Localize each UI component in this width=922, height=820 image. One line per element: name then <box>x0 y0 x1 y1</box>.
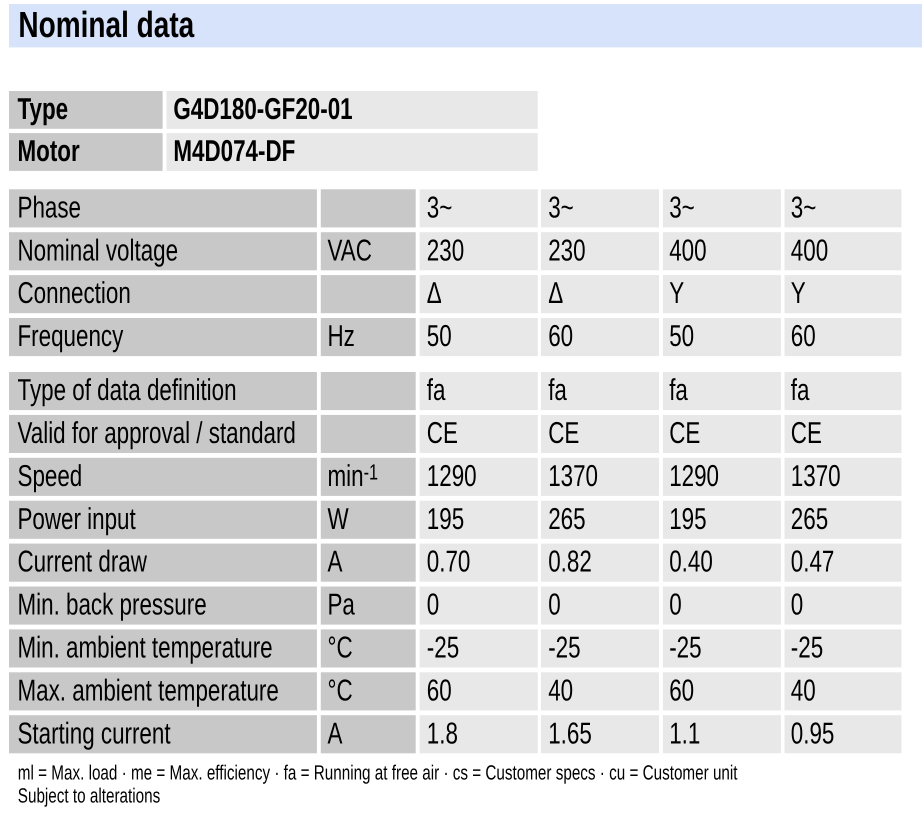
svg-text:G4D180-GF20-01: G4D180-GF20-01 <box>173 92 352 126</box>
svg-text:Nominal data: Nominal data <box>18 5 194 45</box>
svg-text:1.8: 1.8 <box>427 716 458 750</box>
svg-text:CE: CE <box>548 416 579 450</box>
svg-text:Frequency: Frequency <box>18 319 125 353</box>
svg-text:-25: -25 <box>791 631 823 665</box>
svg-text:A: A <box>328 545 343 579</box>
svg-text:230: 230 <box>548 233 585 267</box>
svg-text:0: 0 <box>548 588 560 622</box>
svg-text:1290: 1290 <box>669 459 719 493</box>
svg-text:3~: 3~ <box>427 190 453 224</box>
svg-text:Power input: Power input <box>18 502 137 536</box>
svg-text:0: 0 <box>669 588 681 622</box>
svg-text:CE: CE <box>791 416 822 450</box>
svg-text:CE: CE <box>669 416 700 450</box>
svg-text:A: A <box>328 716 343 750</box>
svg-text:Pa: Pa <box>328 588 356 622</box>
svg-text:0.40: 0.40 <box>669 545 713 579</box>
svg-text:fa: fa <box>791 373 810 407</box>
svg-text:1370: 1370 <box>791 459 841 493</box>
svg-text:1.1: 1.1 <box>669 716 700 750</box>
svg-text:Starting current: Starting current <box>18 716 172 750</box>
svg-text:Y: Y <box>669 276 684 310</box>
svg-text:CE: CE <box>427 416 458 450</box>
svg-text:Type: Type <box>18 92 69 126</box>
svg-text:Hz: Hz <box>328 319 355 353</box>
svg-text:Δ: Δ <box>548 276 563 310</box>
svg-text:3~: 3~ <box>791 190 817 224</box>
svg-text:60: 60 <box>791 319 816 353</box>
svg-text:0.47: 0.47 <box>791 545 835 579</box>
svg-text:Valid for approval / standard: Valid for approval / standard <box>18 416 296 450</box>
svg-text:Max. ambient temperature: Max. ambient temperature <box>18 673 279 707</box>
svg-text:fa: fa <box>427 373 446 407</box>
svg-text:0: 0 <box>791 588 803 622</box>
svg-text:60: 60 <box>548 319 573 353</box>
svg-text:Phase: Phase <box>18 190 82 224</box>
svg-text:fa: fa <box>548 373 567 407</box>
svg-text:Min. ambient temperature: Min. ambient temperature <box>18 631 273 665</box>
svg-text:°C: °C <box>328 631 353 665</box>
svg-text:40: 40 <box>548 673 573 707</box>
svg-text:0.70: 0.70 <box>427 545 471 579</box>
svg-text:195: 195 <box>669 502 706 536</box>
svg-text:M4D074-DF: M4D074-DF <box>173 134 295 168</box>
svg-text:1290: 1290 <box>427 459 477 493</box>
svg-text:40: 40 <box>791 673 816 707</box>
svg-text:195: 195 <box>427 502 464 536</box>
svg-text:1.65: 1.65 <box>548 716 592 750</box>
svg-text:Y: Y <box>791 276 806 310</box>
svg-text:-25: -25 <box>669 631 701 665</box>
svg-text:3~: 3~ <box>548 190 574 224</box>
svg-text:265: 265 <box>548 502 585 536</box>
svg-text:3~: 3~ <box>669 190 695 224</box>
svg-text:Nominal voltage: Nominal voltage <box>18 233 179 267</box>
svg-text:1370: 1370 <box>548 459 598 493</box>
svg-text:Connection: Connection <box>18 276 131 310</box>
svg-text:50: 50 <box>669 319 694 353</box>
svg-text:Speed: Speed <box>18 459 83 493</box>
svg-text:Motor: Motor <box>18 134 80 168</box>
svg-text:265: 265 <box>791 502 828 536</box>
svg-text:Current draw: Current draw <box>18 545 148 579</box>
svg-text:Subject to alterations: Subject to alterations <box>18 785 161 808</box>
svg-text:50: 50 <box>427 319 452 353</box>
svg-text:Δ: Δ <box>427 276 442 310</box>
svg-text:0.95: 0.95 <box>791 716 835 750</box>
svg-text:Min. back pressure: Min. back pressure <box>18 588 207 622</box>
svg-text:60: 60 <box>669 673 694 707</box>
svg-text:ml = Max. load · me = Max. eff: ml = Max. load · me = Max. efficiency · … <box>18 762 738 785</box>
svg-text:60: 60 <box>427 673 452 707</box>
svg-text:0: 0 <box>427 588 439 622</box>
svg-text:Type of data definition: Type of data definition <box>18 373 237 407</box>
svg-text:°C: °C <box>328 673 353 707</box>
svg-text:fa: fa <box>669 373 688 407</box>
svg-text:400: 400 <box>791 233 828 267</box>
svg-text:0.82: 0.82 <box>548 545 592 579</box>
svg-text:-25: -25 <box>427 631 459 665</box>
svg-text:VAC: VAC <box>328 233 372 267</box>
svg-text:230: 230 <box>427 233 464 267</box>
svg-text:W: W <box>328 502 350 536</box>
svg-text:400: 400 <box>669 233 706 267</box>
svg-text:-25: -25 <box>548 631 580 665</box>
